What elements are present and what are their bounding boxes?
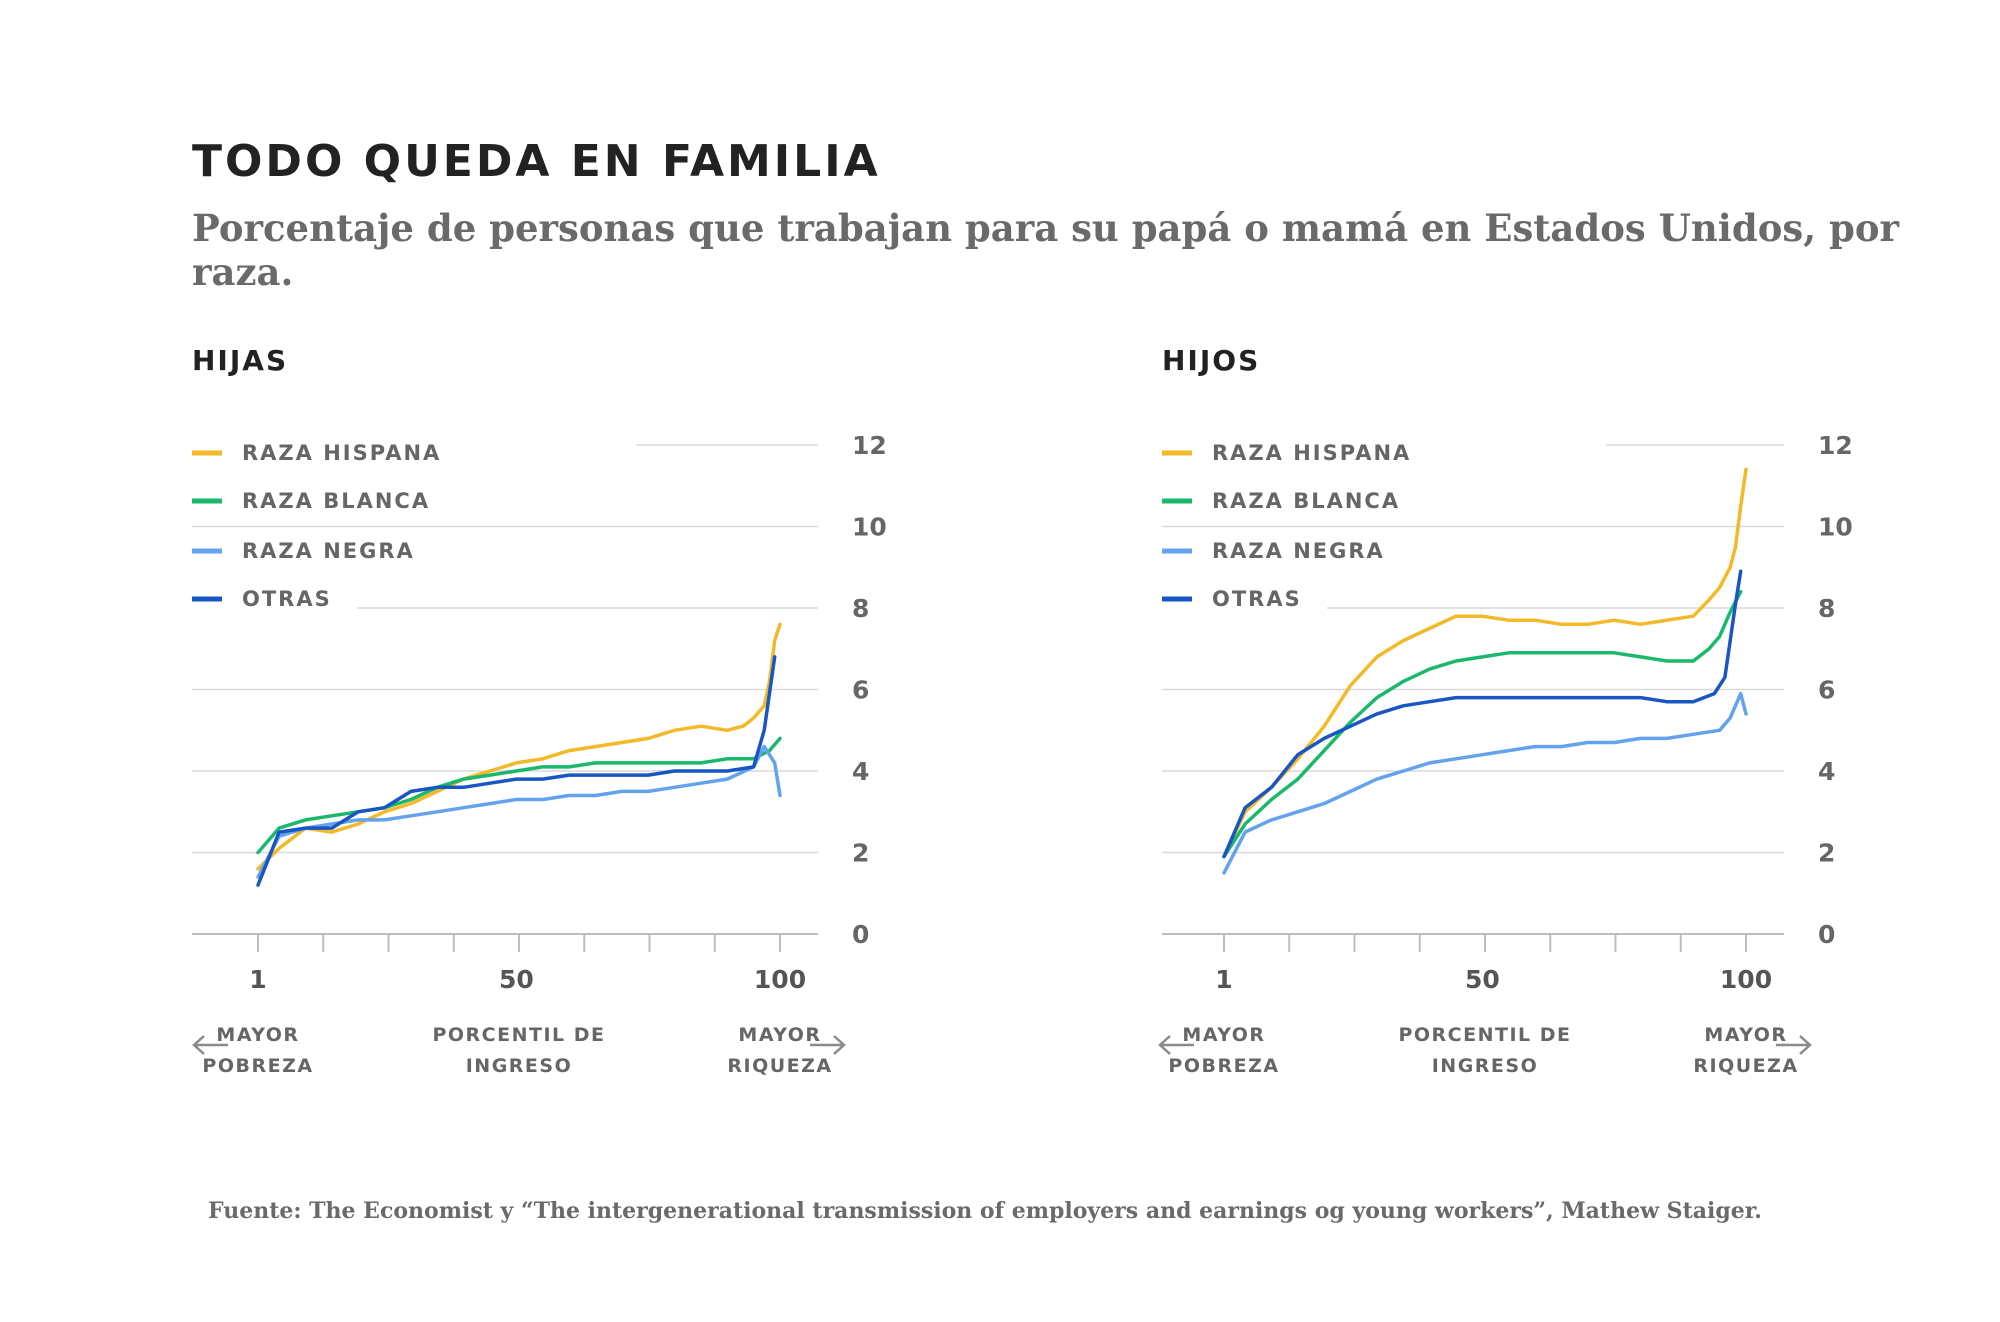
y-tick-label: 0 [1818, 920, 1835, 949]
chart-subtitle: Porcentaje de personas que trabajan para… [192, 206, 1900, 294]
x-note-left-line2: POBREZA [202, 1055, 313, 1077]
legend-label-raza-blanca: RAZA BLANCA [1212, 489, 1400, 513]
legend-label-raza-negra: RAZA NEGRA [242, 539, 415, 563]
x-note-left-line2: POBREZA [1168, 1055, 1279, 1077]
y-tick-label: 12 [852, 431, 887, 460]
x-note-center-line1: PORCENTIL DE [432, 1024, 605, 1046]
x-note-center-line2: INGRESO [466, 1055, 573, 1077]
x-note-center-line1: PORCENTIL DE [1398, 1024, 1571, 1046]
x-note-center-line2: INGRESO [1432, 1055, 1539, 1077]
source-note: Fuente: The Economist y “The intergenera… [208, 1198, 1762, 1224]
y-tick-label: 4 [852, 757, 869, 786]
x-note-left-line1: MAYOR [1182, 1024, 1265, 1046]
chart-title: TODO QUEDA EN FAMILIA [192, 136, 881, 187]
series-line-raza-negra [1222, 691, 1748, 875]
x-tick-label: 50 [1465, 965, 1500, 994]
arrow-right-icon [1776, 1035, 1812, 1055]
legend-label-raza-blanca: RAZA BLANCA [242, 489, 430, 513]
chart-panel-hijos: HIJOS 0 2 4 6 8 10 12 1 50 100 RAZA HISPANA RAZA BLA… [1158, 344, 1853, 1077]
legend-label-otras: OTRAS [1212, 587, 1302, 611]
x-note-right-line1: MAYOR [1704, 1024, 1787, 1046]
y-tick-label: 10 [852, 513, 887, 542]
x-note-right-line1: MAYOR [738, 1024, 821, 1046]
y-tick-label: 0 [852, 920, 869, 949]
chart-panel-hijas: HIJAS 0 2 4 6 8 10 12 1 50 100 RAZA HISPANA RAZA BLA… [192, 344, 887, 1077]
x-tick-label: 1 [249, 965, 266, 994]
series-line-raza-hispana [1222, 467, 1748, 859]
x-tick-label: 1 [1215, 965, 1232, 994]
series-line-raza-blanca [256, 736, 782, 855]
arrow-left-icon [1158, 1035, 1194, 1055]
series-line-otras [1222, 569, 1743, 859]
arrow-left-icon [192, 1035, 228, 1055]
x-note-right-line2: RIQUEZA [1693, 1055, 1798, 1077]
series-line-raza-hispana [256, 622, 782, 871]
y-tick-label: 10 [1818, 513, 1853, 542]
legend-label-raza-hispana: RAZA HISPANA [1212, 441, 1411, 465]
series-line-raza-negra [256, 744, 782, 879]
y-tick-label: 4 [1818, 757, 1835, 786]
legend-label-raza-hispana: RAZA HISPANA [242, 441, 441, 465]
series-line-raza-blanca [1222, 589, 1743, 859]
y-tick-label: 8 [852, 594, 869, 623]
x-tick-label: 100 [754, 965, 806, 994]
series-line-otras [256, 655, 777, 887]
x-tick-label: 100 [1720, 965, 1772, 994]
panel-title: HIJOS [1162, 344, 1260, 377]
y-tick-label: 8 [1818, 594, 1835, 623]
y-tick-label: 6 [852, 676, 869, 705]
legend-label-raza-negra: RAZA NEGRA [1212, 539, 1385, 563]
legend-label-otras: OTRAS [242, 587, 332, 611]
y-tick-label: 6 [1818, 676, 1835, 705]
x-tick-label: 50 [499, 965, 534, 994]
arrow-right-icon [810, 1035, 846, 1055]
panel-title: HIJAS [192, 344, 288, 377]
y-tick-label: 12 [1818, 431, 1853, 460]
y-tick-label: 2 [1818, 839, 1835, 868]
y-tick-label: 2 [852, 839, 869, 868]
x-note-right-line2: RIQUEZA [727, 1055, 832, 1077]
x-note-left-line1: MAYOR [216, 1024, 299, 1046]
